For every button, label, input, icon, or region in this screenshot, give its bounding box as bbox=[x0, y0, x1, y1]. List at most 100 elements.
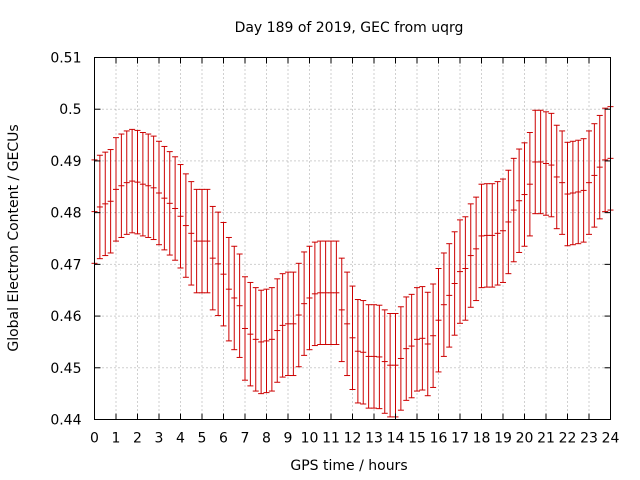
error-bar bbox=[591, 123, 598, 228]
error-bar bbox=[505, 169, 512, 275]
x-tick-label: 0 bbox=[90, 431, 99, 447]
error-bar bbox=[381, 309, 388, 414]
error-bar bbox=[290, 271, 297, 377]
x-tick-label: 1 bbox=[112, 431, 121, 447]
error-bar bbox=[150, 135, 157, 241]
error-bar bbox=[483, 183, 490, 288]
x-tick-label: 22 bbox=[559, 431, 577, 447]
x-tick-label: 9 bbox=[284, 431, 293, 447]
axis-ticks bbox=[94, 57, 611, 420]
error-bar bbox=[376, 304, 383, 410]
x-tick-label: 20 bbox=[516, 431, 534, 447]
y-tick-labels: 0.44 0.45 0.46 0.47 0.48 0.49 0.5 0.51 bbox=[50, 51, 81, 429]
error-bar bbox=[349, 285, 356, 391]
error-bar bbox=[371, 304, 377, 409]
error-bar bbox=[397, 306, 404, 411]
x-tick-label: 19 bbox=[494, 431, 512, 447]
error-bar bbox=[408, 293, 415, 399]
error-bar bbox=[473, 196, 480, 302]
error-bar bbox=[182, 173, 189, 278]
x-tick-label: 16 bbox=[430, 431, 448, 447]
x-tick-label: 3 bbox=[155, 431, 164, 447]
error-bar bbox=[403, 296, 410, 401]
error-bar bbox=[274, 278, 281, 383]
error-bar bbox=[526, 131, 533, 237]
error-bar bbox=[279, 273, 286, 378]
error-bar bbox=[494, 181, 501, 286]
error-bar bbox=[268, 287, 275, 392]
error-bar bbox=[462, 216, 469, 321]
error-bar bbox=[139, 131, 146, 237]
error-bar bbox=[510, 157, 517, 263]
error-bar bbox=[263, 288, 270, 394]
error-bar bbox=[365, 304, 372, 409]
error-bar bbox=[231, 245, 238, 351]
error-bar bbox=[311, 241, 318, 347]
x-tick-label: 21 bbox=[537, 431, 555, 447]
error-bar bbox=[430, 283, 437, 388]
x-tick-label: 7 bbox=[241, 431, 250, 447]
error-bar bbox=[285, 271, 291, 377]
error-bar bbox=[193, 188, 200, 294]
y-axis-label: Global Electron Content / GECUs bbox=[6, 124, 22, 351]
error-bar bbox=[172, 156, 179, 261]
error-bar bbox=[328, 240, 334, 346]
x-tick-label: 15 bbox=[408, 431, 426, 447]
y-tick-label: 0.5 bbox=[59, 102, 81, 118]
x-tick-label: 6 bbox=[219, 431, 228, 447]
x-tick-label: 5 bbox=[198, 431, 207, 447]
error-bar bbox=[166, 151, 173, 256]
error-bar bbox=[295, 262, 302, 368]
error-bar bbox=[344, 271, 351, 377]
error-bar bbox=[215, 211, 222, 317]
error-bar bbox=[478, 183, 485, 289]
error-bar bbox=[306, 245, 313, 351]
error-bar bbox=[354, 299, 361, 404]
y-tick-label: 0.46 bbox=[50, 309, 81, 325]
error-bar bbox=[145, 133, 152, 238]
error-bar bbox=[516, 148, 523, 253]
error-bar bbox=[156, 140, 162, 246]
x-tick-label: 12 bbox=[344, 431, 362, 447]
error-bar bbox=[338, 257, 345, 363]
error-bar bbox=[258, 289, 265, 395]
error-bar bbox=[252, 287, 259, 392]
error-bar bbox=[548, 112, 555, 218]
x-tick-labels: 0 1 2 3 4 5 6 7 8 9 10 11 12 13 14 15 16 17 18 19 20 21 22 23 24 bbox=[90, 431, 619, 447]
error-bar bbox=[451, 231, 458, 336]
error-bar bbox=[569, 140, 576, 246]
error-bar bbox=[467, 203, 474, 308]
error-bar bbox=[220, 221, 227, 327]
x-axis-label: GPS time / hours bbox=[290, 458, 407, 474]
x-tick-label: 17 bbox=[451, 431, 469, 447]
chart-title: Day 189 of 2019, GEC from uqrg bbox=[235, 20, 464, 36]
x-tick-label: 11 bbox=[322, 431, 340, 447]
error-bar bbox=[118, 133, 125, 238]
error-bar bbox=[242, 276, 248, 381]
x-tick-label: 23 bbox=[580, 431, 598, 447]
error-bar bbox=[236, 253, 243, 358]
x-tick-label: 8 bbox=[262, 431, 271, 447]
error-bar bbox=[424, 291, 431, 397]
error-bar bbox=[199, 188, 205, 294]
error-bar bbox=[322, 240, 329, 346]
x-tick-label: 18 bbox=[473, 431, 491, 447]
error-bar bbox=[209, 205, 216, 311]
error-bar bbox=[177, 164, 184, 269]
error-bar bbox=[96, 154, 103, 260]
error-bar bbox=[543, 111, 549, 216]
error-bar bbox=[161, 145, 168, 251]
error-bar bbox=[387, 312, 394, 418]
error-bar bbox=[113, 137, 119, 242]
error-bar bbox=[188, 181, 195, 286]
y-tick-label: 0.44 bbox=[50, 413, 81, 429]
error-bar bbox=[225, 236, 232, 342]
error-bar bbox=[301, 251, 308, 356]
y-tick-label: 0.45 bbox=[50, 361, 81, 377]
error-bar bbox=[553, 124, 560, 230]
error-bar bbox=[440, 252, 447, 357]
error-bar bbox=[532, 109, 539, 215]
error-bar bbox=[204, 188, 211, 294]
error-bar bbox=[317, 240, 324, 346]
